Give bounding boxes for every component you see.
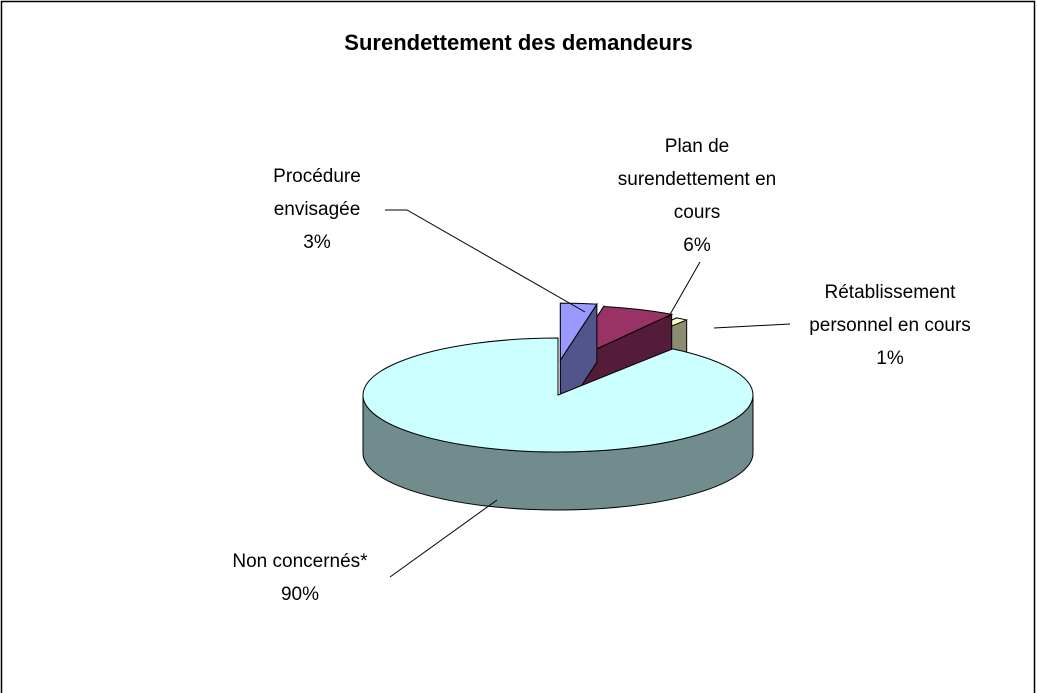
category-label: Rétablissement personnel en cours [809,282,971,336]
pie [362,302,754,511]
slice-label: Procédure envisagée 3% [252,160,382,259]
leader-line [713,323,791,329]
leader-line [389,499,498,578]
value-label: 90% [280,584,320,605]
leader-line [667,261,701,319]
leader-lines [385,209,791,578]
slice [559,302,598,362]
category-label: Procédure envisagée [273,166,361,220]
slice-label: Rétablissement personnel en cours 1% [790,276,990,375]
slice [362,337,754,453]
slice-label: Plan de surendettement en cours 6% [605,130,789,262]
value-label: 1% [876,348,904,369]
slice-label: Non concernés* 90% [200,545,400,611]
chart-title: Surendettement des demandeurs [344,30,693,55]
value-label: 3% [303,232,331,253]
category-label: Plan de surendettement en cours [617,136,777,223]
category-label: Non concernés* [232,551,368,572]
value-label: 6% [683,235,711,256]
leader-line [385,209,586,313]
